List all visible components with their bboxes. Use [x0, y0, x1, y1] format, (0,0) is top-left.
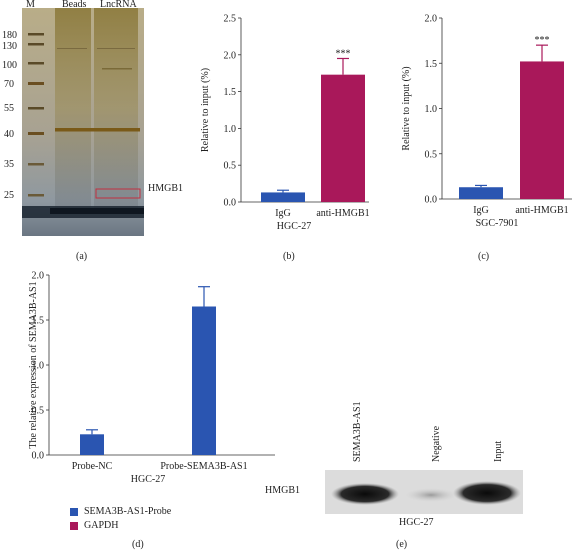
y-tick-label: 1.5: [425, 59, 438, 70]
bar: [520, 61, 564, 199]
x-tick-label: IgG: [473, 205, 489, 216]
lane-label-beads: Beads: [62, 0, 87, 10]
legend-item-probe: SEMA3B-AS1-Probe: [70, 505, 171, 519]
y-tick-label: 1.0: [425, 104, 438, 115]
x-tick-label: Probe-SEMA3B-AS1: [160, 461, 247, 472]
x-tick-label: IgG: [275, 208, 291, 219]
legend-item-gapdh: GAPDH: [70, 519, 171, 533]
bar: [261, 192, 305, 202]
bar-chart-hgc27: 0.0 0.5 1.0 1.5 2.0 2.5 Relative to input (%) *…: [200, 14, 370, 233]
legend: SEMA3B-AS1-Probe GAPDH: [70, 505, 171, 533]
western-blot-image: [325, 470, 523, 514]
blot-lane-input: Input: [493, 440, 504, 462]
y-tick-label: 0.0: [32, 451, 45, 462]
y-tick-label: 1.5: [224, 87, 237, 98]
significance-label: ***: [535, 35, 550, 46]
marker-70: 70: [4, 79, 14, 90]
y-axis-label: The relative expression of SEMA3B-AS1: [28, 281, 39, 448]
legend-swatch-blue: [70, 508, 78, 516]
y-tick-label: 0.0: [224, 198, 237, 209]
y-tick-label: 2.0: [425, 14, 438, 25]
y-tick-label: 1.0: [32, 361, 45, 372]
cell-line-label: HGC-27: [277, 221, 311, 232]
significance-label: ***: [336, 48, 351, 59]
blot-lane-sema3b-as1: SEMA3B-AS1: [352, 401, 363, 462]
caption-d: (d): [132, 539, 144, 550]
y-axis-label: Relative to input (%): [401, 66, 412, 150]
marker-55: 55: [4, 103, 14, 114]
y-tick-label: 2.0: [32, 271, 45, 282]
x-tick-label: Probe-NC: [72, 461, 113, 472]
bar: [192, 306, 216, 455]
marker-130: 130: [2, 41, 17, 52]
legend-label-probe: SEMA3B-AS1-Probe: [84, 506, 172, 517]
y-tick-label: 0.0: [425, 195, 438, 206]
cell-line-label: HGC-27: [131, 474, 165, 485]
bar: [459, 187, 503, 199]
bar-chart-sgc7901: 0.0 0.5 1.0 1.5 2.0 Relative to input (%) *** I…: [401, 14, 572, 229]
marker-35: 35: [4, 159, 14, 170]
y-axis-label: Relative to input (%): [200, 68, 211, 152]
caption-b: (b): [283, 251, 295, 262]
silver-stain-gel-image: [22, 8, 144, 236]
y-tick-label: 0.5: [32, 406, 45, 417]
caption-e: (e): [396, 539, 408, 550]
x-tick-label: anti-HMGB1: [515, 205, 568, 216]
lane-label-m: M: [26, 0, 35, 10]
lane-label-lncrna: LncRNA: [100, 0, 137, 10]
y-tick-label: 0.5: [425, 149, 438, 160]
caption-c: (c): [478, 251, 490, 262]
blot-cell-line: HGC-27: [399, 517, 434, 528]
bar: [80, 434, 104, 455]
y-tick-label: 0.5: [224, 161, 237, 172]
legend-label-gapdh: GAPDH: [84, 520, 119, 531]
marker-25: 25: [4, 190, 14, 201]
x-tick-label: anti-HMGB1: [316, 208, 369, 219]
blot-lane-negative: Negative: [431, 425, 442, 462]
legend-swatch-magenta: [70, 522, 78, 530]
y-tick-label: 2.5: [224, 14, 237, 25]
band-label-hmgb1: HMGB1: [148, 183, 184, 194]
blot-row-label-hmgb1: HMGB1: [265, 485, 301, 496]
y-tick-label: 1.0: [224, 124, 237, 135]
y-tick-label: 2.0: [224, 50, 237, 61]
caption-a: (a): [76, 251, 88, 262]
marker-100: 100: [2, 60, 17, 71]
bar: [321, 74, 365, 202]
y-tick-label: 1.5: [32, 316, 45, 327]
cell-line-label: SGC-7901: [476, 218, 519, 229]
marker-180: 180: [2, 30, 17, 41]
marker-40: 40: [4, 129, 14, 140]
